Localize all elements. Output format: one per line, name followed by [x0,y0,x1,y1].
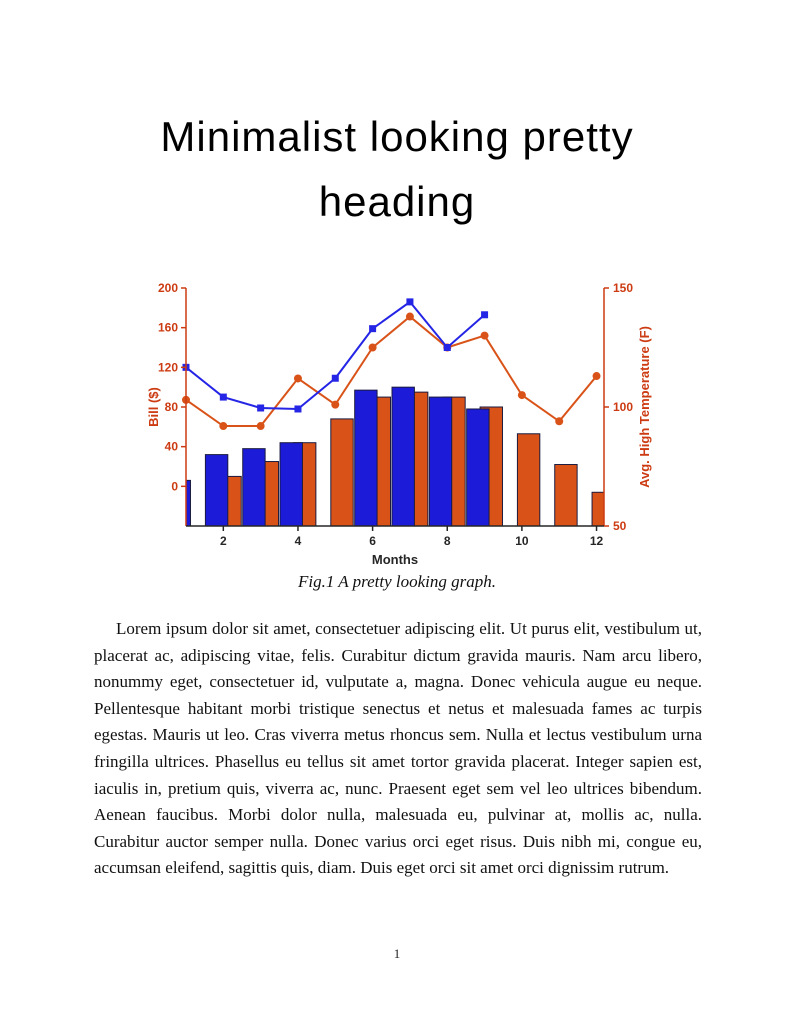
square-marker-icon [369,325,377,333]
left-tick-label: 80 [165,400,179,414]
square-marker-icon [331,374,339,382]
x-tick-label: 2 [220,534,227,548]
bill-bars-blue-bar [186,479,191,526]
right-tick-label: 50 [613,519,627,533]
circle-marker-icon [517,391,526,400]
circle-marker-icon [555,417,564,426]
circle-marker-icon [331,400,340,409]
left-tick-label: 120 [158,360,178,374]
x-tick-label: 10 [515,534,529,548]
page-number: 1 [393,946,401,961]
circle-marker-icon [293,374,302,383]
bill-bars-blue-bar [391,386,415,526]
square-marker-icon [294,405,302,413]
bill-bars-orange-bar [330,418,354,526]
square-marker-icon [443,344,451,351]
bill-bars-blue-bar [242,448,266,526]
square-marker-icon [219,393,227,401]
body-paragraph: Lorem ipsum dolor sit amet, consectetuer… [94,619,702,878]
bill-bars-blue-bar [428,396,453,526]
bill-bars-orange-bar [554,464,578,526]
x-tick-label: 8 [444,534,451,548]
figure: 0 40 80 120 160 200 50 100 150 2 4 6 8 10 12 Bill ($) Av… [146,274,661,576]
x-tick-label: 12 [590,534,604,548]
bill-bars-orange-bar [516,433,541,526]
square-marker-icon [406,298,414,306]
square-marker-icon [257,404,265,412]
bill-line [182,298,489,413]
bill-bars-blue-bar [204,454,229,526]
bill-bars-blue-bar [466,408,490,526]
circle-marker-icon [592,372,601,381]
circle-marker-icon [219,422,228,431]
page-title: Minimalist looking pretty heading [160,113,634,226]
right-tick-label: 100 [613,400,633,414]
x-tick-label: 4 [295,534,302,548]
left-tick-label: 160 [158,321,178,335]
circle-marker-icon [405,312,414,321]
right-tick-label: 150 [613,281,633,295]
left-tick-label: 40 [165,440,179,454]
left-axis-title: Bill ($) [146,387,161,427]
circle-marker-icon [368,343,377,352]
figure-caption: Fig.1 A pretty looking graph. [297,572,496,591]
figure-chart: 0 40 80 120 160 200 50 100 150 2 4 6 8 10 12 Bill ($) Av… [146,281,652,567]
square-marker-icon [481,311,489,319]
temperature-line [182,312,601,431]
left-tick-label: 200 [158,281,178,295]
chart-bars [186,386,604,526]
right-axis-title: Avg. High Temperature (F) [637,326,652,488]
bill-bars-blue-bar [354,389,378,526]
circle-marker-icon [256,422,265,431]
x-axis-title: Months [372,552,418,567]
bill-bars-blue-bar [279,442,303,526]
x-tick-label: 6 [369,534,376,548]
left-tick-label: 0 [171,479,178,493]
circle-marker-icon [480,331,489,340]
